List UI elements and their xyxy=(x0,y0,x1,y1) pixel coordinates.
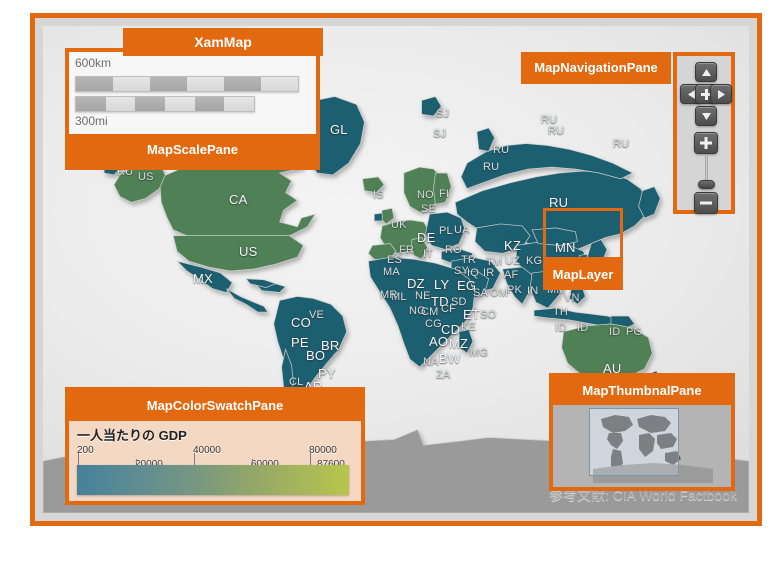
swatch-tick-3: 60000 xyxy=(251,459,279,470)
zoom-slider-track[interactable] xyxy=(705,155,708,189)
scale-bar-mi xyxy=(75,96,255,112)
country-mx xyxy=(175,260,233,293)
map-layer-callout xyxy=(543,208,623,260)
region-novaya-zemlya xyxy=(476,127,495,152)
map-color-swatch-pane[interactable]: 一人当たりの GDP 200 40000 80000 20000 60000 8… xyxy=(69,421,361,501)
map-color-swatch-pane-tag: MapColorSwatchPane xyxy=(69,391,361,421)
swatch-gradient-bar xyxy=(77,465,349,495)
swatch-tickmark-4 xyxy=(310,453,311,471)
swatch-tick-2: 40000 xyxy=(193,445,221,456)
scale-km-label: 600km xyxy=(75,56,112,70)
country-it xyxy=(411,237,428,260)
map-thumbnail-pane-tag: MapThumbnalPane xyxy=(553,377,731,405)
swatch-tick-4: 80000 xyxy=(309,445,337,456)
country-us xyxy=(172,235,304,272)
country-ie xyxy=(373,212,383,222)
pan-down-arrow-icon[interactable] xyxy=(695,106,717,126)
map-thumbnail-pane-callout: MapThumbnalPane xyxy=(549,373,735,491)
swatch-tick-5: 87600 xyxy=(317,459,345,470)
map-layer-tag: MapLayer xyxy=(543,260,623,290)
map-navigation-pane[interactable] xyxy=(673,52,735,214)
country-mg xyxy=(458,329,474,354)
swatch-tickmark-2 xyxy=(194,453,195,471)
country-au xyxy=(561,323,653,382)
scale-mi-label: 300mi xyxy=(75,114,108,128)
swatch-title: 一人当たりの GDP xyxy=(77,428,187,443)
swatch-tick-0: 200 xyxy=(77,445,94,456)
map-scale-pane-tag: MapScalePane xyxy=(69,134,316,166)
swatch-tick-1: 20000 xyxy=(135,459,163,470)
attribution-text: 参考文献: CIA World Factbook xyxy=(548,487,737,503)
zoom-out-icon[interactable] xyxy=(694,192,718,214)
map-color-swatch-pane-callout: MapColorSwatchPane 一人当たりの GDP 200 40000 … xyxy=(65,387,365,505)
country-cu xyxy=(245,278,277,288)
map-navigation-pane-tag: MapNavigationPane xyxy=(521,52,671,84)
page-title: XamMap xyxy=(123,28,323,56)
thumbnail-viewport-rect[interactable] xyxy=(589,408,679,476)
swatch-tickmark-0 xyxy=(78,453,79,471)
region-central-america xyxy=(226,288,269,313)
pan-up-arrow-icon[interactable] xyxy=(695,62,717,82)
thumbnail-world-graphic xyxy=(553,405,731,487)
country-fi xyxy=(433,172,452,205)
pan-right-arrow-icon[interactable] xyxy=(710,84,732,104)
country-in xyxy=(502,266,533,305)
map-canvas[interactable]: RUUSCACAUSMXGLISSJSJNOFISERURURURURURUUK… xyxy=(43,26,749,513)
country-is xyxy=(362,176,385,193)
map-thumbnail-pane[interactable] xyxy=(553,405,731,487)
xammap-widget[interactable]: RUUSCACAUSMXGLISSJSJNOFISERURURURURURUUK… xyxy=(30,13,762,526)
country-ru-north xyxy=(460,143,634,190)
zoom-in-icon[interactable] xyxy=(694,132,718,154)
continent-africa xyxy=(368,256,476,368)
scale-bar-km xyxy=(75,76,299,92)
zoom-slider-thumb[interactable] xyxy=(698,180,715,189)
region-eastern-europe xyxy=(425,211,466,250)
map-scale-pane-callout: 600km 300mi MapScalePane xyxy=(65,48,320,170)
region-svalbard xyxy=(421,96,442,117)
country-ru-kamchatka xyxy=(638,186,661,219)
map-scale-pane[interactable]: 600km 300mi xyxy=(69,52,316,134)
